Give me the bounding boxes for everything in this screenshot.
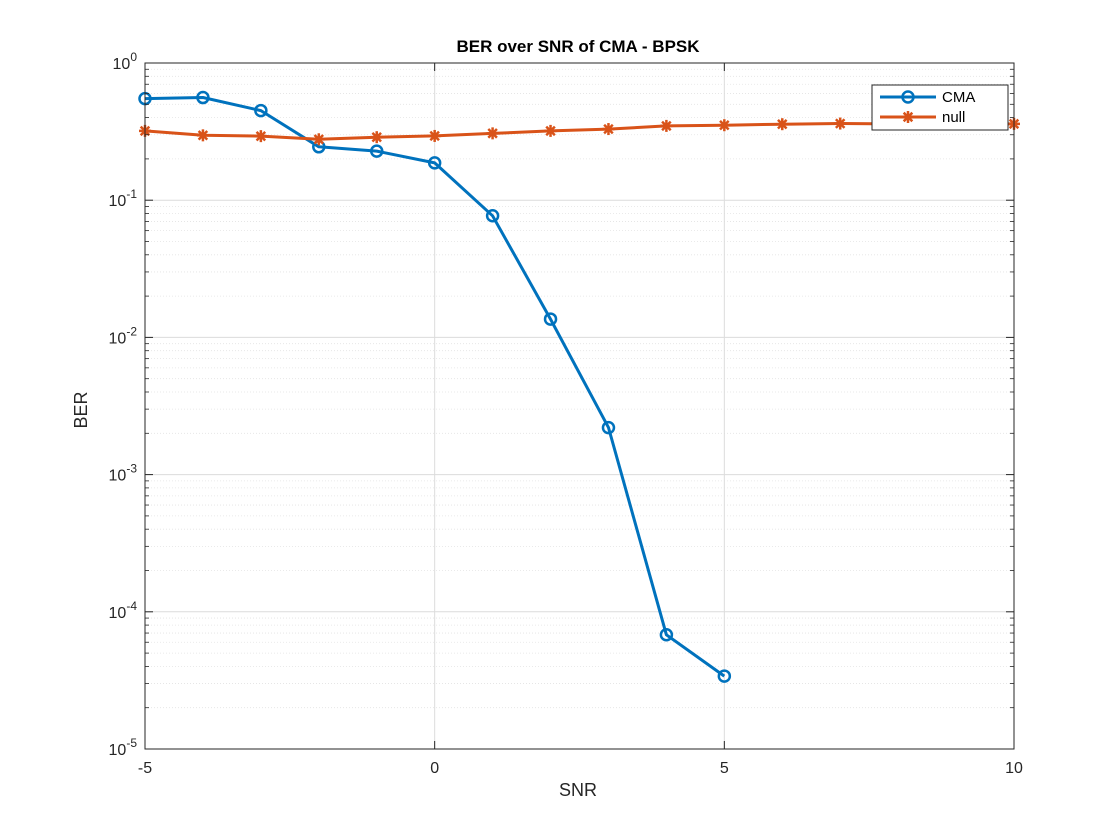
asterisk-stroke: [255, 130, 267, 142]
chart-title: BER over SNR of CMA - BPSK: [456, 37, 700, 56]
asterisk-stroke: [371, 131, 382, 143]
data-point-null: [660, 119, 673, 132]
legend-marker-cma: [901, 90, 915, 104]
asterisk-stroke: [313, 134, 325, 145]
data-point-cma: [485, 209, 500, 223]
data-point-null: [370, 131, 383, 144]
series-layer: [138, 90, 1020, 683]
data-point-null: [544, 124, 557, 137]
asterisk-stroke: [661, 120, 672, 132]
legend-marker-null: [902, 111, 914, 123]
plot-area: [145, 63, 1014, 749]
asterisk-stroke: [834, 118, 846, 129]
data-point-null: [486, 127, 499, 140]
asterisk-stroke: [545, 125, 556, 137]
y-axis-label: BER: [71, 391, 91, 428]
data-point-null: [834, 117, 847, 130]
legend-box: [871, 84, 1009, 131]
data-point-cma: [543, 312, 558, 326]
data-point-null: [428, 129, 441, 142]
data-point-null: [196, 129, 209, 142]
series-line-null: [144, 122, 1015, 141]
x-axis-label: SNR: [559, 780, 597, 800]
data-point-cma: [254, 103, 268, 118]
asterisk-stroke: [603, 123, 614, 135]
axis-ticks: -5 0 5 10 100 10-1 10-2 10-3 10-4 10-5: [109, 50, 1023, 777]
asterisk-stroke: [429, 130, 440, 142]
asterisk-stroke: [719, 120, 730, 131]
data-point-cma: [601, 420, 616, 435]
asterisk-stroke: [777, 119, 788, 130]
legend-label-cma: CMA: [942, 89, 975, 106]
y-tick-label: 10-1: [109, 187, 138, 210]
data-point-null: [254, 130, 267, 143]
x-tick-label: 0: [430, 760, 439, 777]
y-tick-label: 10-4: [109, 599, 138, 622]
data-point-cma: [717, 669, 732, 683]
x-tick-label: 10: [1005, 760, 1023, 777]
y-tick-label: 10-3: [109, 462, 138, 485]
data-point-null: [776, 118, 789, 131]
legend-label-null: null: [942, 109, 965, 126]
x-tick-label: -5: [138, 760, 152, 777]
legend: CMA null: [871, 84, 1009, 131]
asterisk-stroke: [197, 130, 209, 141]
data-point-cma: [659, 628, 674, 642]
plot-frame: [144, 62, 1015, 750]
y-tick-label: 10-5: [109, 736, 138, 759]
y-tick-label: 100: [113, 50, 138, 73]
data-point-cma: [369, 144, 384, 158]
data-point-cma: [427, 156, 442, 170]
asterisk-stroke: [487, 128, 498, 139]
data-point-null: [312, 133, 325, 146]
x-tick-label: 5: [720, 760, 729, 777]
series-line-cma: [144, 96, 726, 678]
y-tick-label: 10-2: [109, 324, 138, 347]
data-point-null: [602, 123, 615, 136]
data-point-null: [718, 119, 731, 132]
data-point-cma: [196, 90, 210, 105]
asterisk-stroke: [902, 111, 914, 123]
